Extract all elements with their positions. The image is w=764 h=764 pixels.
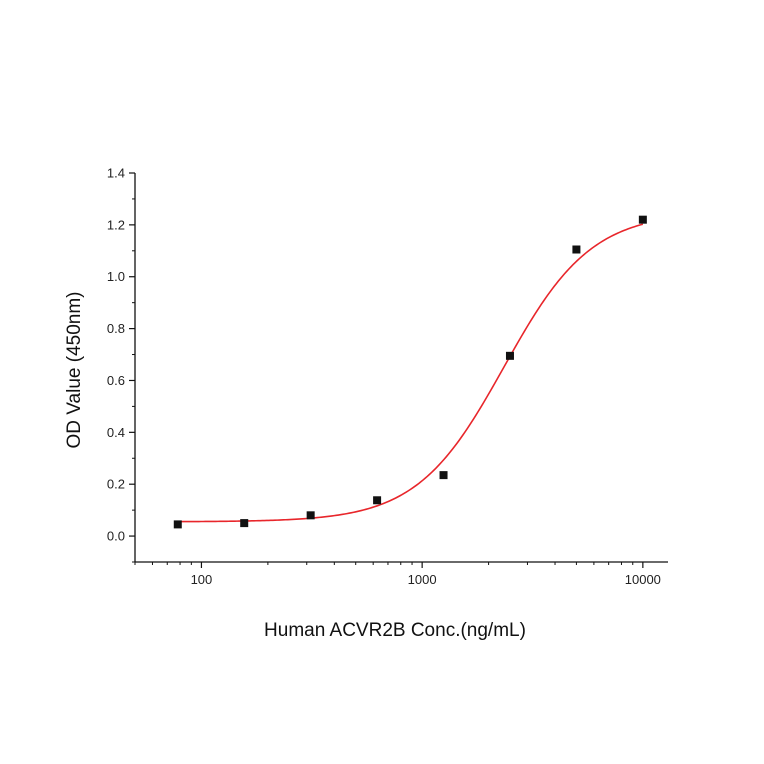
y-tick-label: 0.8	[107, 321, 125, 336]
y-tick-label: 0.4	[107, 425, 125, 440]
y-axis: 0.0 0.2 0.4 0.6 0.8 1.0 1.2 1.4	[107, 166, 136, 563]
y-tick-label: 1.2	[107, 217, 125, 232]
y-tick-label: 0.6	[107, 373, 125, 388]
x-axis-title: Human ACVR2B Conc.(ng/mL)	[264, 620, 526, 641]
y-tick-label: 1.0	[107, 269, 125, 284]
fit-curve-layer	[177, 223, 644, 523]
y-tick-label: 0.0	[107, 529, 125, 544]
data-point	[572, 245, 581, 254]
x-axis: 100 1000 10000	[134, 561, 668, 587]
data-point	[439, 471, 448, 480]
data-point	[373, 496, 382, 505]
data-points-layer	[173, 215, 647, 529]
x-tick-label: 1000	[408, 572, 437, 587]
data-point	[240, 519, 249, 528]
data-point	[638, 215, 647, 224]
y-axis-title: OD Value (450nm)	[64, 292, 85, 449]
x-tick-label: 100	[191, 572, 213, 587]
y-tick-label: 1.4	[107, 166, 125, 181]
x-tick-label: 10000	[625, 572, 661, 587]
fit-curve	[177, 223, 644, 523]
y-tick-label: 0.2	[107, 477, 125, 492]
data-point	[505, 351, 514, 360]
data-point	[306, 511, 315, 520]
data-point	[173, 520, 182, 529]
